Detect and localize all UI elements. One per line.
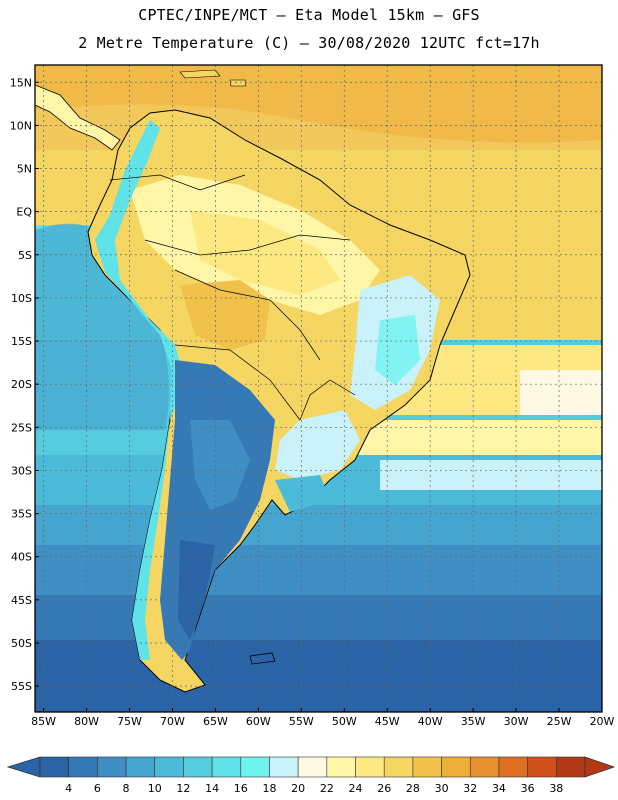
colorbar-swatch [154,756,184,778]
colorbar-swatch [412,756,442,778]
colorbar-swatch [269,756,299,778]
longitude-axis: 85W 80W 75W 70W 65W 60W 55W 50W 45W 40W 35W 30W 25W 2… [31,708,615,728]
y-tick-label: 25S [11,421,32,434]
colorbar-swatch [297,756,328,778]
y-tick-label: 30S [11,464,32,477]
y-tick-label: 45S [11,594,32,607]
x-tick-label: 60W [246,715,271,728]
colorbar-swatch [383,756,414,778]
x-tick-label: 85W [31,715,56,728]
x-tick-label: 45W [375,715,400,728]
y-tick-label: 15S [11,335,32,348]
x-tick-label: 25W [547,715,572,728]
colorbar-label: 16 [234,782,248,795]
y-tick-label: 10S [11,292,32,305]
title-line-1: CPTEC/INPE/MCT – Eta Model 15km – GFS [138,6,480,24]
colorbar-label: 26 [377,782,391,795]
colorbar-swatch [556,756,586,778]
y-tick-label: 5N [17,163,32,176]
colorbar-label: 32 [463,782,477,795]
colorbar-label: 34 [492,782,506,795]
x-tick-label: 50W [332,715,357,728]
colorbar-arrow-right [584,756,616,778]
colorbar-swatch [498,756,528,778]
y-tick-label: 15N [10,76,32,89]
colorbar-swatch [441,756,471,778]
colorbar-swatch [211,756,242,778]
y-tick-label: 50S [11,637,32,650]
colorbar-swatch [527,756,557,778]
colorbar-label: 4 [65,782,72,795]
x-tick-label: 80W [74,715,99,728]
y-tick-label: 35S [11,508,32,521]
colorbar-swatch [68,756,98,778]
colorbar-label: 8 [123,782,130,795]
colorbar-label: 38 [549,782,563,795]
colorbar-swatch [125,756,156,778]
map-frame [34,64,603,713]
latitude-axis: 15N 10N 5N EQ 5S 10S 15S 20S 25S 30S 35S 40S 45S 50S 5… [10,76,39,693]
y-tick-label: 20S [11,378,32,391]
colorbar-label: 18 [262,782,276,795]
map-field [35,65,602,712]
colorbar-label: 22 [320,782,334,795]
title-line-2: 2 Metre Temperature (C) – 30/08/2020 12U… [78,34,540,52]
y-tick-label: 40S [11,551,32,564]
x-tick-label: 40W [418,715,443,728]
colorbar-swatch [355,756,385,778]
y-tick-label: 10N [10,119,32,132]
y-tick-label: EQ [16,206,32,219]
colorbar-swatch [97,756,127,778]
colorbar-swatch [469,756,500,778]
x-tick-label: 30W [504,715,529,728]
colorbar-label: 10 [148,782,162,795]
x-tick-label: 55W [289,715,314,728]
colorbar-swatch [39,756,69,778]
x-tick-label: 75W [117,715,142,728]
colorbar-label: 20 [291,782,305,795]
colorbar-label: 30 [435,782,449,795]
colorbar-label: 14 [205,782,219,795]
colorbar-label: 6 [94,782,101,795]
x-tick-label: 65W [203,715,228,728]
colorbar-arrow-left [6,756,41,778]
colorbar-label: 28 [406,782,420,795]
x-tick-label: 20W [590,715,615,728]
x-tick-label: 35W [461,715,486,728]
colorbar-swatch [183,756,213,778]
colorbar-label: 24 [349,782,363,795]
colorbar-label: 36 [521,782,535,795]
colorbar: 4 6 8 10 12 14 16 18 20 22 24 26 28 30 32 34 36 38 [6,756,616,795]
x-tick-label: 70W [160,715,185,728]
colorbar-label: 12 [176,782,190,795]
y-tick-label: 5S [18,249,32,262]
colorbar-swatch [326,756,356,778]
colorbar-swatch [240,756,270,778]
y-tick-label: 55S [11,680,32,693]
